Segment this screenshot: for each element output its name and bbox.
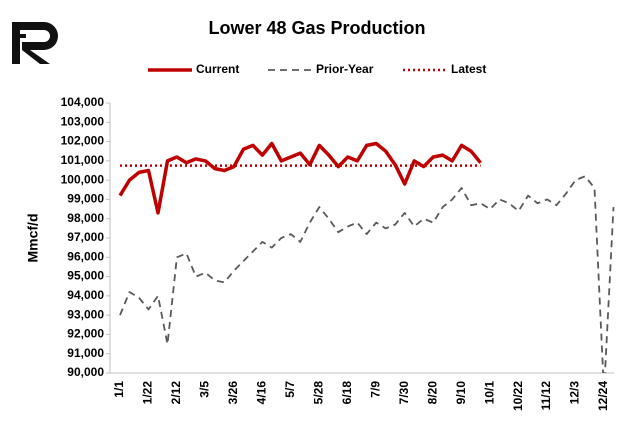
x-tick-label: 3/26 — [226, 381, 240, 405]
x-tick-label: 7/30 — [397, 381, 411, 405]
x-tick-label: 9/10 — [454, 381, 468, 405]
y-tick-label: 90,000 — [67, 365, 104, 379]
y-tick-label: 95,000 — [67, 269, 104, 283]
y-tick-label: 101,000 — [61, 153, 105, 167]
y-tick-label: 97,000 — [67, 230, 104, 244]
x-tick-label: 5/28 — [311, 381, 325, 405]
x-tick-label: 2/12 — [169, 381, 183, 405]
x-tick-label: 5/7 — [283, 381, 297, 398]
legend: Current Prior-Year Latest — [148, 62, 486, 76]
x-tick-label: 6/18 — [340, 381, 354, 405]
series-line — [118, 141, 482, 215]
y-tick-label: 92,000 — [67, 327, 104, 341]
x-tick-label: 10/22 — [511, 381, 525, 411]
legend-label: Prior-Year — [316, 62, 374, 76]
x-tick-label: 7/9 — [368, 381, 382, 398]
x-tick-label: 12/24 — [596, 381, 610, 411]
x-tick-label: 8/20 — [425, 381, 439, 405]
chart-title: Lower 48 Gas Production — [208, 18, 425, 38]
y-tick-label: 94,000 — [67, 288, 104, 302]
plot — [118, 141, 615, 373]
series-line — [119, 175, 615, 373]
y-tick-label: 98,000 — [67, 211, 104, 225]
y-tick-label: 103,000 — [61, 114, 105, 128]
x-tick-label: 1/22 — [141, 381, 155, 405]
legend-label: Current — [196, 62, 239, 76]
y-tick-label: 102,000 — [61, 134, 105, 148]
y-tick-label: 96,000 — [67, 249, 104, 263]
x-tick-label: 4/16 — [255, 381, 269, 405]
logo — [12, 22, 58, 64]
y-axis-label: Mmcf/d — [25, 214, 41, 263]
y-tick-label: 93,000 — [67, 307, 104, 321]
y-tick-label: 91,000 — [67, 346, 104, 360]
x-tick-label: 10/1 — [482, 381, 496, 405]
y-tick-label: 104,000 — [61, 95, 105, 109]
y-tick-label: 100,000 — [61, 172, 105, 186]
x-tick-label: 11/12 — [539, 381, 553, 411]
x-tick-label: 3/5 — [198, 381, 212, 398]
legend-label: Latest — [451, 62, 486, 76]
x-tick-label: 1/1 — [112, 381, 126, 398]
x-tick-label: 12/3 — [568, 381, 582, 405]
y-tick-label: 99,000 — [67, 192, 104, 206]
